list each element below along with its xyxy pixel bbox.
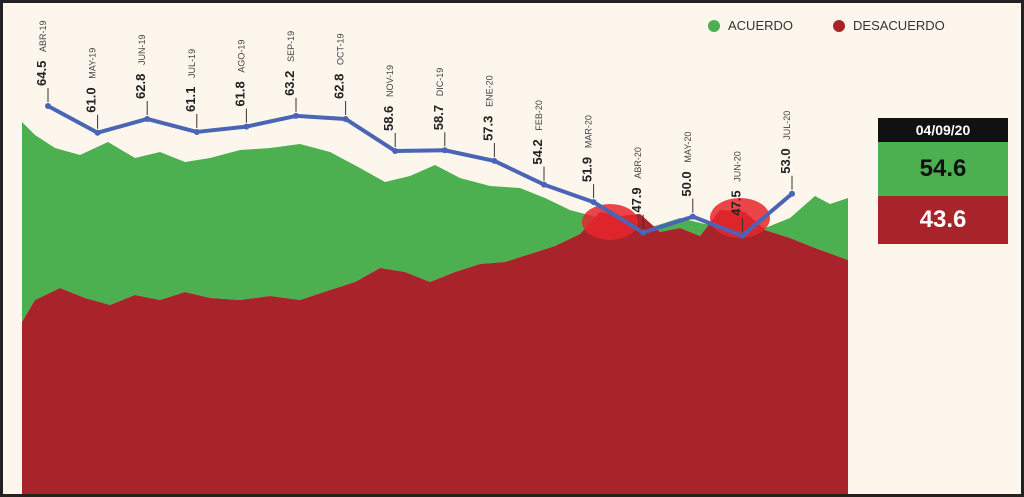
approval-labels: 64.5 ABR-19 61.0 MAY-19 62.8 JUN-19 61.1 JUL-19… xyxy=(34,20,793,232)
approval-month-label: AGO-19 xyxy=(236,40,246,73)
approval-value-label: 47.9 xyxy=(629,187,644,212)
approval-label-group: 58.7 DIC-19 xyxy=(431,68,446,131)
legend-item-disagree: DESACUERDO xyxy=(833,18,945,33)
approval-label-group: 61.0 MAY-19 xyxy=(84,48,99,113)
approval-point xyxy=(491,157,498,164)
approval-point xyxy=(144,115,151,122)
approval-label-group: 47.5 JUN-20 xyxy=(728,151,743,216)
approval-point xyxy=(739,232,746,239)
approval-month-label: JUL-19 xyxy=(187,49,197,78)
approval-value-label: 62.8 xyxy=(133,74,148,99)
latest-agree-value: 54.6 xyxy=(878,142,1008,196)
legend-disagree-label: DESACUERDO xyxy=(853,18,945,33)
latest-disagree-value: 43.6 xyxy=(878,196,1008,244)
approval-point xyxy=(392,148,399,155)
approval-point xyxy=(541,181,547,188)
approval-label-group: 51.9 MAR-20 xyxy=(580,115,595,182)
approval-point xyxy=(342,115,349,122)
approval-line xyxy=(47,104,794,238)
approval-label-group: 57.3 ENE-20 xyxy=(480,75,495,141)
disagree-peak-0 xyxy=(582,204,638,240)
approval-label-group: 64.5 ABR-19 xyxy=(34,20,49,86)
approval-value-label: 63.2 xyxy=(282,71,297,96)
approval-label-group: 62.8 JUN-19 xyxy=(133,34,148,99)
approval-month-label: ABR-20 xyxy=(633,147,643,179)
approval-label-group: 50.0 MAY-20 xyxy=(679,132,694,197)
approval-month-label: MAR-20 xyxy=(584,115,594,148)
approval-value-label: 51.9 xyxy=(580,157,595,182)
approval-point xyxy=(590,199,597,206)
agree-area xyxy=(22,122,848,322)
latest-date: 04/09/20 xyxy=(878,118,1008,142)
approval-value-label: 61.1 xyxy=(183,87,198,112)
approval-label-group: 47.9 ABR-20 xyxy=(629,147,644,213)
legend-agree-label: ACUERDO xyxy=(728,18,794,33)
approval-label-group: 58.6 NOV-19 xyxy=(381,65,396,131)
approval-label-group: 53.0 JUL-20 xyxy=(778,111,793,174)
approval-value-label: 62.8 xyxy=(332,74,347,99)
legend-disagree-dot xyxy=(833,19,846,32)
approval-value-label: 53.0 xyxy=(778,148,793,173)
approval-month-label: NOV-19 xyxy=(385,65,395,97)
approval-label-group: 63.2 SEP-19 xyxy=(282,31,297,96)
approval-month-label: OCT-19 xyxy=(336,33,346,65)
approval-month-label: ABR-19 xyxy=(38,20,48,52)
approval-value-label: 57.3 xyxy=(480,116,495,141)
approval-value-label: 64.5 xyxy=(34,61,49,86)
approval-point xyxy=(243,123,250,130)
approval-line-group xyxy=(45,103,795,239)
approval-label-group: 61.1 JUL-19 xyxy=(183,49,198,112)
approval-point xyxy=(789,190,795,197)
approval-value-label: 58.7 xyxy=(431,105,446,130)
approval-month-label: JUN-20 xyxy=(732,151,742,182)
approval-value-label: 47.5 xyxy=(728,190,743,215)
approval-label-group: 54.2 FEB-20 xyxy=(530,100,545,165)
approval-value-label: 61.8 xyxy=(232,81,247,106)
approval-value-label: 61.0 xyxy=(84,87,99,112)
approval-label-group: 61.8 AGO-19 xyxy=(232,40,247,107)
approval-month-label: JUL-20 xyxy=(782,111,792,140)
approval-point xyxy=(640,229,647,236)
approval-value-label: 58.6 xyxy=(381,106,396,131)
approval-value-label: 50.0 xyxy=(679,171,694,196)
approval-month-label: JUN-19 xyxy=(137,34,147,65)
approval-point xyxy=(689,213,696,220)
approval-month-label: ENE-20 xyxy=(484,75,494,107)
approval-areas xyxy=(22,122,848,497)
approval-point xyxy=(45,103,51,109)
approval-point xyxy=(293,112,299,119)
approval-point xyxy=(94,129,101,136)
latest-panel: 04/09/20 54.6 43.6 xyxy=(878,118,1008,244)
approval-value-label: 54.2 xyxy=(530,139,545,164)
approval-month-label: FEB-20 xyxy=(534,100,544,131)
disagree-area xyxy=(22,210,848,497)
approval-month-label: DIC-19 xyxy=(435,68,445,97)
legend-item-agree: ACUERDO xyxy=(708,18,793,33)
approval-label-group: 62.8 OCT-19 xyxy=(332,33,347,99)
approval-point xyxy=(193,128,200,135)
approval-point xyxy=(441,147,448,154)
approval-month-label: SEP-19 xyxy=(286,31,296,62)
approval-month-label: MAY-20 xyxy=(683,132,693,163)
legend: ACUERDO DESACUERDO xyxy=(708,18,945,33)
legend-agree-dot xyxy=(708,19,720,32)
approval-month-label: MAY-19 xyxy=(88,48,98,79)
